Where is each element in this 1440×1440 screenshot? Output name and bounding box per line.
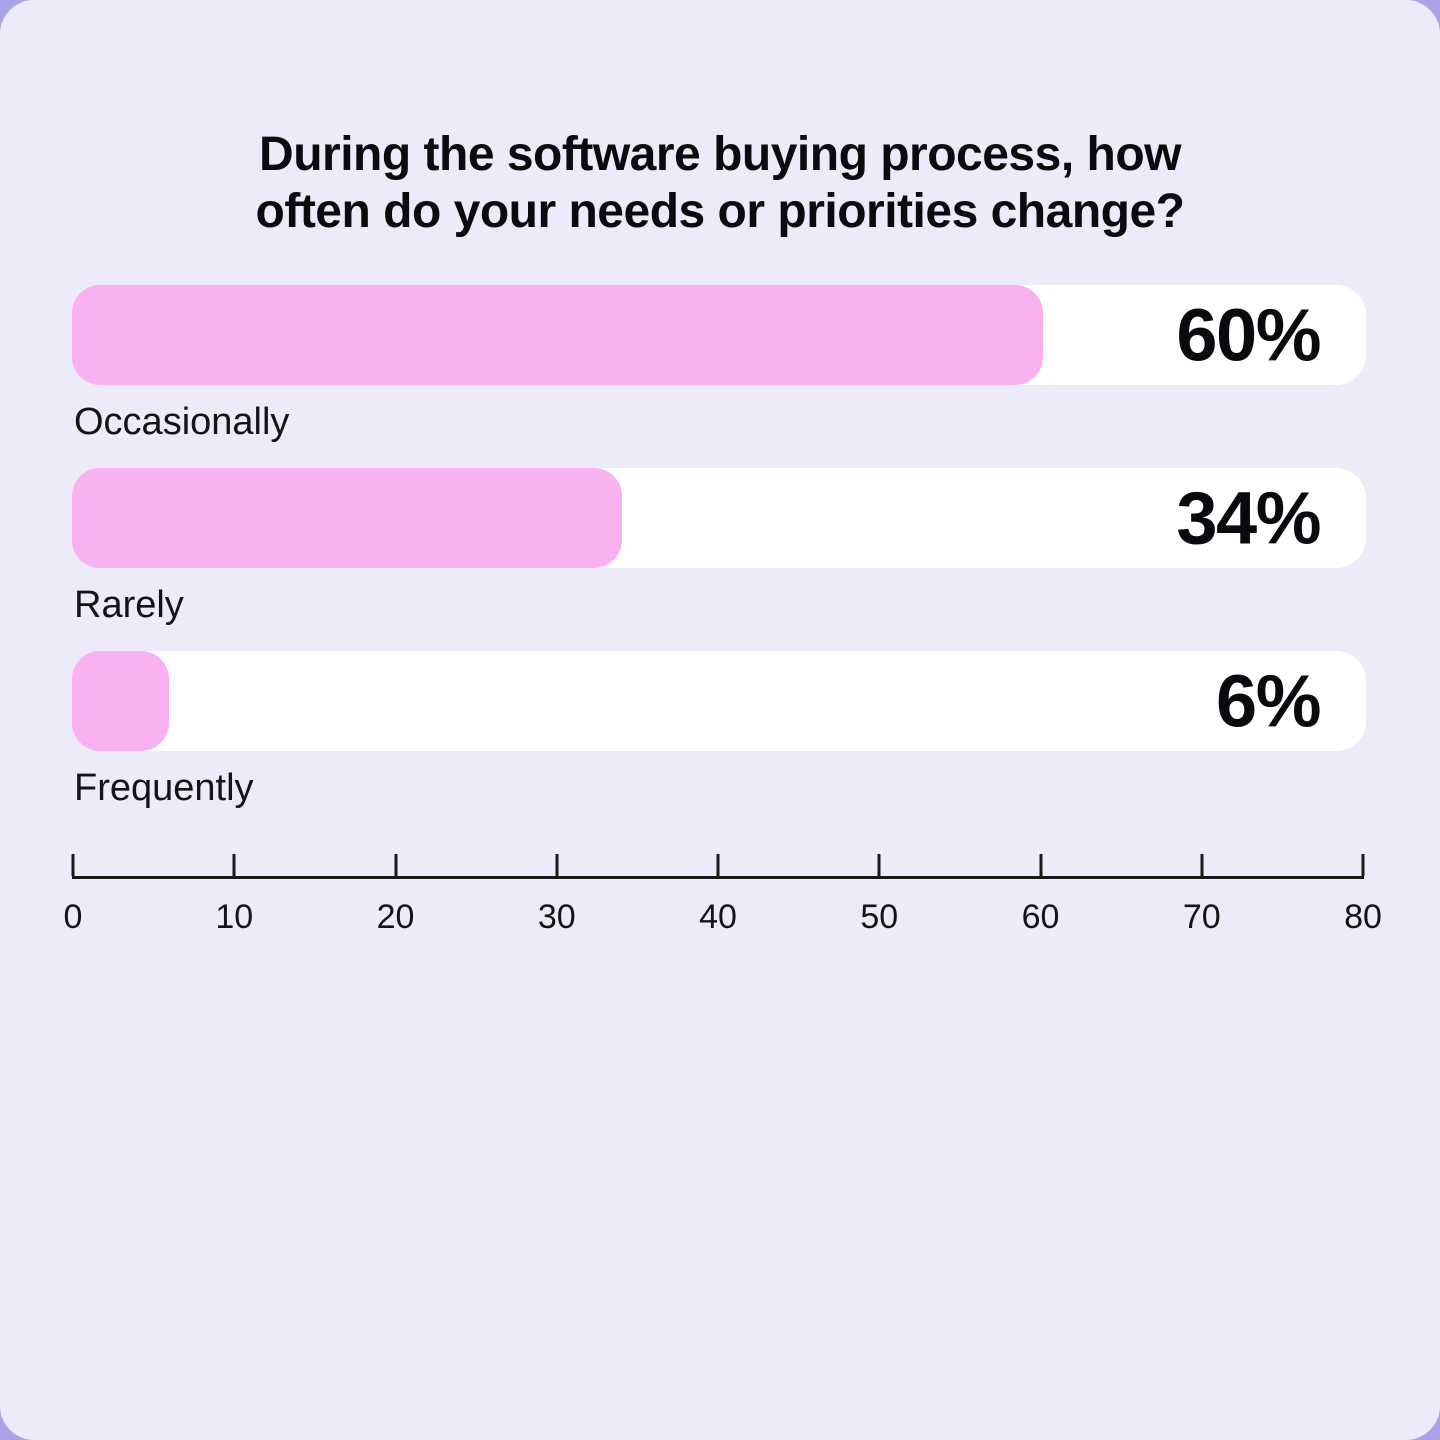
axis-tick-label: 40 — [699, 898, 737, 936]
axis-tick-label: 80 — [1344, 898, 1382, 936]
bar-category-label: Frequently — [74, 767, 254, 809]
bar-row: 34% Rarely — [72, 468, 1366, 626]
axis-tick-label: 10 — [215, 898, 254, 936]
chart-title: During the software buying process, how … — [160, 126, 1280, 240]
chart-rows: 60% Occasionally 34% Rarely 6% Frequentl… — [72, 285, 1366, 834]
axis-tick-label: 50 — [860, 898, 899, 936]
bar-category-label: Rarely — [74, 584, 184, 626]
bar-fill — [72, 285, 1043, 385]
bar-row: 60% Occasionally — [72, 285, 1366, 443]
axis-tick-mark — [555, 854, 559, 876]
bar-track: 60% — [72, 285, 1366, 385]
axis-tick-mark — [1361, 854, 1365, 876]
axis-tick-mark — [71, 854, 75, 876]
x-axis-line — [72, 876, 1364, 879]
bar-track: 34% — [72, 468, 1366, 568]
axis-tick-label: 30 — [537, 898, 576, 936]
bar-value-label: 34% — [1176, 476, 1321, 560]
axis-tick-label: 20 — [376, 898, 415, 936]
chart-title-line-2: often do your needs or priorities change… — [255, 185, 1185, 239]
axis-tick-mark — [1200, 854, 1204, 876]
bar-value-label: 6% — [1216, 659, 1321, 743]
chart-title-line-1: During the software buying process, how — [259, 128, 1181, 182]
x-axis: 0 10 20 30 40 50 60 70 80 — [64, 854, 1382, 944]
axis-tick-mark — [394, 854, 397, 876]
bar-value-label: 60% — [1176, 293, 1321, 377]
bar-category-label: Occasionally — [74, 401, 290, 443]
axis-tick-label: 60 — [1021, 898, 1060, 936]
axis-tick-label: 70 — [1182, 898, 1221, 936]
axis-tick-mark — [716, 854, 720, 876]
bar-fill — [72, 651, 170, 751]
axis-tick-label: 0 — [63, 898, 83, 936]
axis-tick-mark — [232, 854, 236, 876]
axis-tick-mark — [1039, 854, 1042, 876]
bar-row: 6% Frequently — [72, 651, 1366, 809]
bar-fill — [72, 468, 622, 568]
axis-tick-mark — [877, 854, 881, 876]
bar-track: 6% — [72, 651, 1366, 751]
